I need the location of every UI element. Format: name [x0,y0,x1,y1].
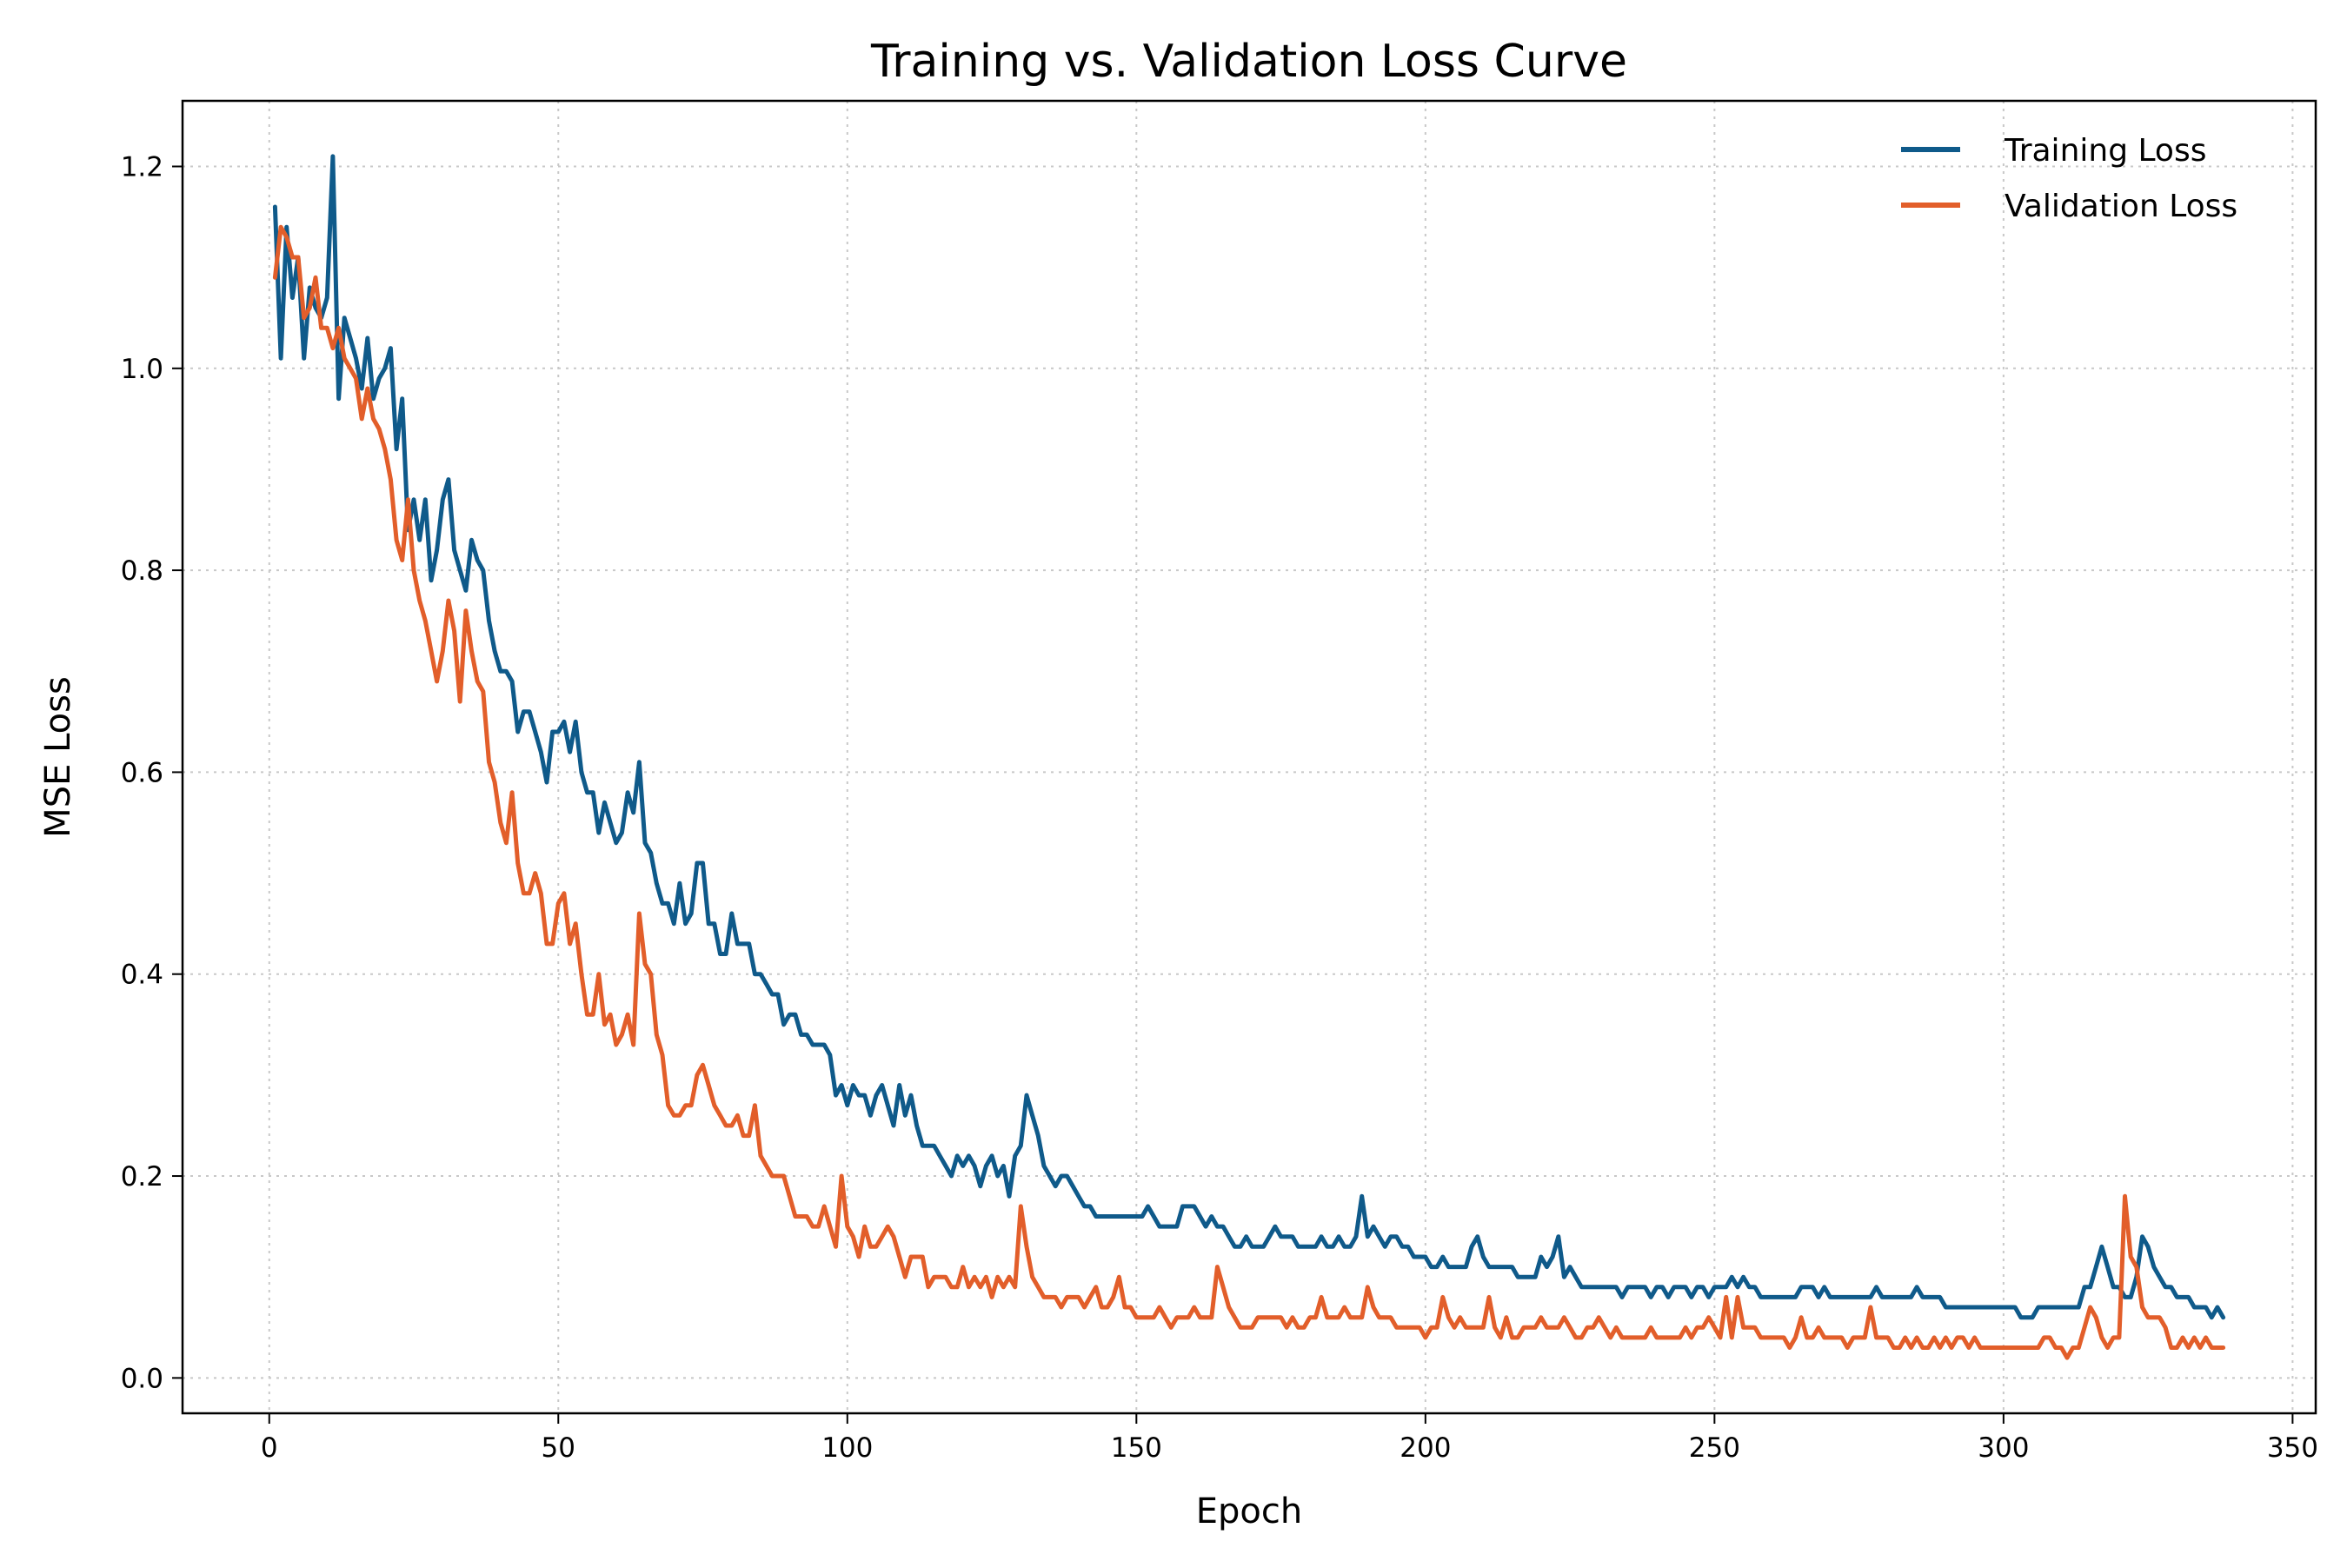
y-axis-ticks: 0.0 0.2 0.4 0.6 0.8 1.0 1.2 [121,152,183,1394]
plot-frame [181,99,2317,1415]
validation-loss-line [272,224,2226,1360]
x-tick-label: 50 [542,1432,575,1464]
legend: Training Loss Validation Loss [1901,133,2237,224]
x-tick-label: 200 [1400,1432,1451,1464]
y-tick-label: 1.2 [121,152,163,183]
x-tick-label: 0 [261,1432,278,1464]
x-tick-label: 300 [1978,1432,2029,1464]
x-tick-label: 150 [1111,1432,1162,1464]
x-tick-label: 250 [1689,1432,1740,1464]
x-axis-ticks: 0 50 100 150 200 250 300 350 [261,1413,2318,1464]
x-axis-label: Epoch [1196,1492,1302,1531]
y-axis-label: MSE Loss [38,676,78,838]
x-tick-label: 350 [2267,1432,2318,1464]
y-tick-label: 0.2 [121,1161,163,1193]
chart-title: Training vs. Validation Loss Curve [870,36,1627,88]
validation-loss-legend-label: Validation Loss [2005,189,2237,224]
x-tick-label: 100 [821,1432,873,1464]
y-tick-label: 0.8 [121,555,163,587]
y-tick-label: 0.0 [121,1363,163,1394]
y-tick-label: 0.6 [121,757,163,788]
training-loss-legend-label: Training Loss [2004,133,2206,169]
y-tick-label: 0.4 [121,960,163,991]
grid [183,101,2316,1413]
series-lines [272,154,2226,1360]
training-loss-line [272,154,2226,1320]
y-tick-label: 1.0 [121,354,163,385]
